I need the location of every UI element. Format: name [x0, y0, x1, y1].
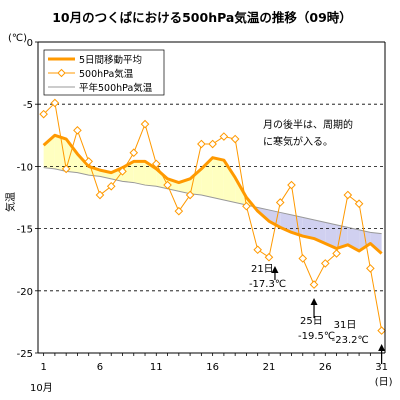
data-point-marker: [332, 249, 341, 258]
annotation-arrow-head: [271, 266, 279, 273]
warm-anomaly-fill: [133, 161, 146, 186]
series-markers: [39, 98, 386, 335]
data-point-marker: [264, 252, 274, 262]
legend-label-normal: 平年500hPa気温: [79, 82, 153, 94]
data-point-marker: [354, 199, 364, 209]
y-tick-label: -25: [17, 349, 33, 360]
normal-temperature-line: [43, 167, 382, 235]
data-point-marker: [61, 164, 71, 174]
x-tick-label: 16: [206, 362, 219, 373]
data-point-marker: [253, 245, 262, 255]
data-point-marker: [118, 167, 127, 176]
moving-average-line: [42, 133, 383, 255]
data-point-marker: [129, 148, 139, 158]
data-point-marker: [50, 98, 60, 108]
note-background: [258, 113, 368, 149]
annotation-temp-label: -23.2℃: [332, 335, 369, 346]
annotation-temp-label: -19.5℃: [298, 331, 335, 342]
y-unit-label: (℃): [8, 33, 27, 44]
data-point-marker: [106, 181, 116, 191]
y-tick-label: -15: [17, 225, 33, 236]
y-tick-label: 0: [27, 38, 33, 49]
legend-label-moving-average: 5日間移動平均: [79, 54, 142, 66]
data-point-marker: [275, 198, 285, 207]
data-point-marker: [197, 139, 206, 149]
data-point-marker: [343, 190, 353, 200]
data-point-marker: [84, 157, 94, 166]
warm-anomaly-fill: [223, 160, 236, 203]
annotation-arrow-head: [310, 298, 318, 305]
warm-anomaly-fill: [54, 135, 67, 172]
x-tick-label: 6: [97, 362, 103, 373]
cold-anomaly-fill: [336, 224, 348, 249]
annotation-arrow-head: [378, 344, 386, 351]
data-point-marker: [287, 180, 296, 190]
data-point-marker: [298, 254, 308, 263]
y-tick-label: -5: [23, 100, 33, 111]
annotation-day-label: 25日: [300, 316, 323, 327]
tick-labels: 0-5-10-15-20-251 6 11 16 21 26 31: [17, 38, 388, 373]
annotation-day-label: 21日: [251, 264, 274, 275]
legend-label-temperature: 500hPa気温: [79, 68, 134, 80]
data-point-marker: [320, 259, 330, 268]
legend-diamond-marker: [57, 68, 66, 78]
gridlines: [38, 103, 385, 292]
chart-title: 10月のつくばにおける500hPa気温の推移（09時）: [52, 10, 352, 25]
warm-anomaly-fill: [66, 139, 78, 173]
warm-anomaly-fill: [190, 168, 202, 196]
x-tick-label: 26: [319, 362, 332, 373]
data-point-marker: [95, 190, 105, 200]
data-point-marker: [366, 264, 375, 273]
data-point-marker: [242, 201, 251, 211]
x-tick-label: 31: [375, 362, 388, 373]
annotation-temp-label: -17.3℃: [249, 279, 286, 290]
cold-anomaly-fill: [359, 229, 371, 251]
cold-anomaly-fill: [314, 219, 326, 244]
data-point-marker: [140, 119, 150, 129]
data-point-marker: [230, 134, 240, 144]
data-point-marker: [39, 109, 48, 119]
data-point-marker: [309, 280, 319, 289]
axes: [35, 41, 386, 356]
x-tick-label: 11: [150, 362, 163, 373]
data-point-marker: [73, 126, 82, 135]
y-tick-label: -20: [17, 287, 33, 298]
cold-anomaly-fill: [291, 214, 303, 237]
annotation-day-label: 31日: [334, 320, 357, 331]
legend: 5日間移動平均 500hPa気温 平年500hPa気温: [43, 49, 165, 96]
weekday-label: (日): [375, 377, 393, 388]
cold-anomaly-fill: [302, 217, 315, 239]
x-tick-label: 1: [40, 362, 46, 373]
data-point-marker: [151, 159, 161, 169]
x-tick-label: 21: [263, 362, 276, 373]
y-tick-label: -10: [17, 162, 33, 173]
y-axis-label: 気温: [4, 192, 17, 212]
x-unit-label: 10月: [30, 382, 53, 394]
data-point-marker: [174, 206, 184, 216]
cold-anomaly-fill: [370, 232, 382, 254]
data-point-marker: [185, 190, 195, 200]
warm-anomaly-fill: [212, 157, 224, 200]
data-point-marker: [377, 326, 386, 335]
note-line-2: に寒気が入る。: [263, 135, 333, 148]
data-point-marker: [219, 132, 229, 141]
data-point-marker: [163, 180, 172, 190]
note-line-1: 月の後半は、周期的: [263, 118, 353, 131]
data-point-marker: [208, 139, 217, 149]
